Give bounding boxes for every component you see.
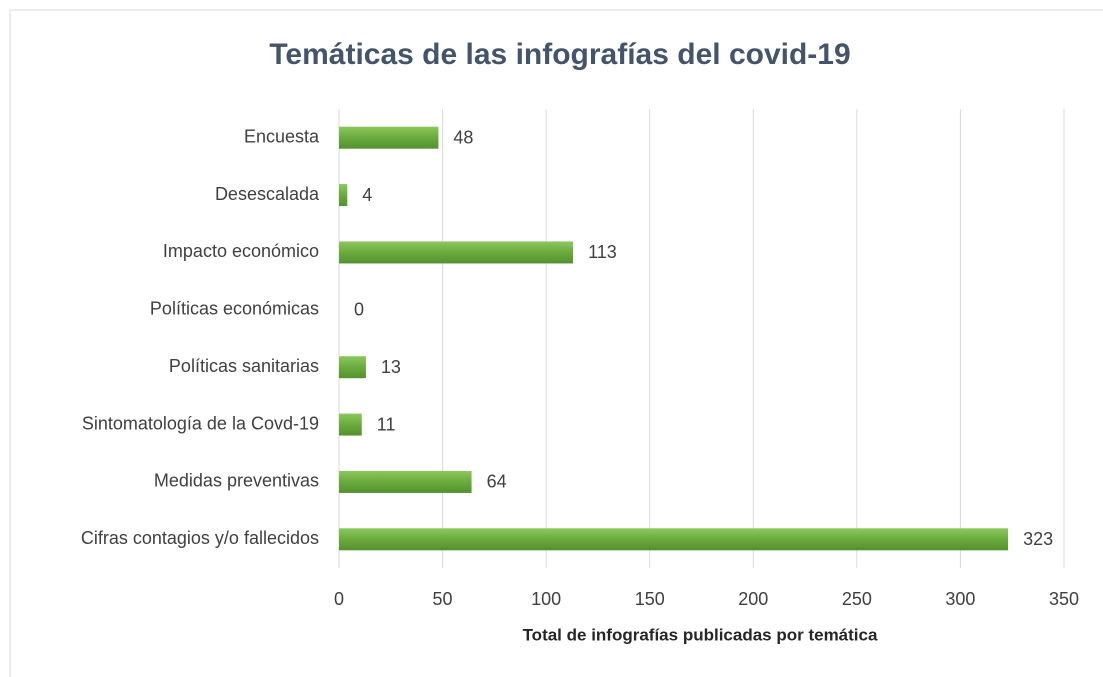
data-label: 11 bbox=[377, 414, 396, 434]
y-tick-label: Políticas económicas bbox=[150, 299, 319, 319]
y-tick-label: Desescalada bbox=[215, 184, 320, 204]
y-tick-label: Medidas preventivas bbox=[154, 471, 319, 491]
data-label: 323 bbox=[1023, 529, 1053, 549]
x-tick-label: 50 bbox=[433, 589, 453, 609]
bar bbox=[339, 126, 439, 149]
data-label: 48 bbox=[453, 127, 473, 147]
chart-frame bbox=[9, 9, 1103, 677]
x-tick-label: 350 bbox=[1049, 589, 1079, 609]
y-tick-label: Encuesta bbox=[244, 126, 320, 146]
x-tick-label: 0 bbox=[334, 589, 344, 609]
x-tick-label: 150 bbox=[635, 589, 665, 609]
x-tick-label: 100 bbox=[531, 589, 561, 609]
y-tick-label: Cifras contagios y/o fallecidos bbox=[81, 528, 319, 548]
bar bbox=[339, 470, 472, 493]
bar bbox=[339, 528, 1009, 551]
x-axis-label: Total de infografías publicadas por temá… bbox=[523, 625, 878, 644]
data-label: 4 bbox=[362, 185, 372, 205]
chart-title: Temáticas de las infografías del covid-1… bbox=[269, 38, 850, 71]
bar bbox=[339, 413, 362, 436]
bar bbox=[339, 184, 348, 207]
data-label: 113 bbox=[588, 242, 617, 262]
y-tick-label: Impacto económico bbox=[163, 241, 319, 261]
y-tick-label: Sintomatología de la Covd-19 bbox=[82, 413, 319, 433]
x-tick-label: 300 bbox=[945, 589, 975, 609]
data-label: 64 bbox=[487, 472, 507, 492]
data-label: 13 bbox=[381, 357, 401, 377]
data-label: 0 bbox=[354, 300, 364, 320]
y-tick-label: Políticas sanitarias bbox=[169, 356, 319, 376]
bar bbox=[339, 356, 366, 379]
x-tick-label: 200 bbox=[738, 589, 768, 609]
bar bbox=[339, 241, 574, 264]
x-tick-label: 250 bbox=[842, 589, 872, 609]
